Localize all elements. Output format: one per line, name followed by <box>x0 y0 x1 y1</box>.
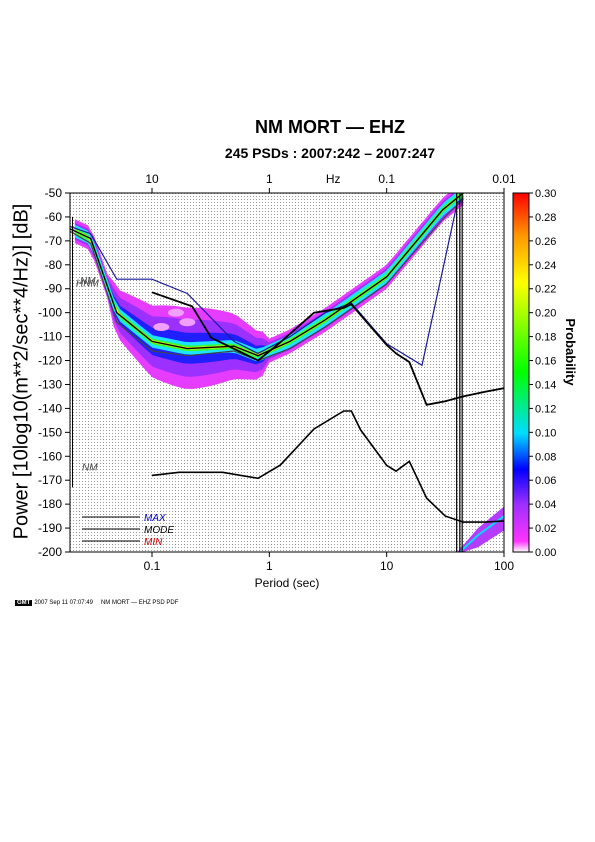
x2-axis-label: Hz <box>326 172 341 186</box>
y-tick-label: -50 <box>45 186 63 200</box>
y-tick-label: -100 <box>38 306 62 320</box>
y-tick-label: -180 <box>38 497 62 511</box>
colorbar-tick-label: 0.12 <box>535 403 556 415</box>
y-tick-label: -140 <box>38 401 62 415</box>
series-line-nhnm <box>151 291 504 406</box>
density-patch <box>153 323 170 332</box>
legend-label: MIN <box>144 537 163 548</box>
y-tick-label: -190 <box>38 521 62 535</box>
annotation-hnm: HNM <box>76 278 99 289</box>
footer-text: NM MORT — EHZ PSD PDF <box>100 600 179 606</box>
series-line-mode <box>70 193 464 357</box>
y-tick-label: -160 <box>38 449 62 463</box>
colorbar-label: Probability <box>563 318 578 386</box>
colorbar-tick-label: 0.22 <box>535 284 556 296</box>
y-tick-label: -120 <box>38 354 62 368</box>
gmt-logo: GMT <box>15 600 33 606</box>
colorbar-scale <box>512 192 530 553</box>
density-ridge-longperiod <box>459 515 504 552</box>
x-tick-label: 10 <box>380 559 394 573</box>
plot-frame <box>69 192 505 553</box>
density-band-peak <box>74 193 464 358</box>
colorbar-tick-label: 0.26 <box>535 236 556 248</box>
y-tick-label: -90 <box>45 282 63 296</box>
series-line-nlnm <box>151 410 504 523</box>
chart-title: NM MORT — EHZ <box>255 117 405 137</box>
density-band-longperiod <box>457 506 504 552</box>
x-tick-label: 100 <box>494 559 514 573</box>
legend-label: MAX <box>144 513 166 524</box>
x-tick-label: 1 <box>266 559 273 573</box>
y-tick-label: -80 <box>45 258 63 272</box>
y-tick-label: -70 <box>45 234 63 248</box>
series-line-max <box>70 197 464 367</box>
colorbar-tick-label: 0.10 <box>535 427 556 439</box>
annotation-nm-upper: NM <box>80 276 96 287</box>
density-patch <box>179 318 196 327</box>
y-tick-label: -60 <box>45 210 63 224</box>
colorbar-tick-label: 0.28 <box>535 212 556 224</box>
gmt-timestamp: GMT 2007 Sep 11 07:07:49 NM MORT — EHZ PSD… <box>15 600 178 606</box>
footer-date: 2007 Sep 11 07:07:49 <box>34 600 93 606</box>
colorbar-tick-label: 0.02 <box>535 523 556 535</box>
axes: -50 -60 -70 -80 -90 -100 -110 -120 -130 -140 -150 -… <box>38 172 516 590</box>
y-tick-label: -110 <box>39 330 62 344</box>
x-axis-label: Period (sec) <box>255 576 320 590</box>
x2-tick-label: 1 <box>266 172 273 186</box>
plot-area <box>70 193 504 552</box>
x2-tick-label: 0.1 <box>378 172 395 186</box>
colorbar: 0.00 0.02 0.04 0.06 0.08 0.10 0.12 0.14 0.16 0.18… <box>512 188 578 559</box>
colorbar-tick-label: 0.00 <box>535 547 556 559</box>
y-tick-label: -170 <box>38 473 62 487</box>
colorbar-tick-label: 0.30 <box>535 188 556 200</box>
x2-tick-label: 0.01 <box>492 172 516 186</box>
colorbar-tick-label: 0.24 <box>535 260 556 272</box>
colorbar-tick-label: 0.18 <box>535 332 556 344</box>
colorbar-tick-label: 0.20 <box>535 308 556 320</box>
colorbar-tick-label: 0.08 <box>535 451 556 463</box>
colorbar-tick-label: 0.06 <box>535 475 556 487</box>
annotation-nm: NM <box>82 463 98 474</box>
colorbar-tick-label: 0.14 <box>535 379 556 391</box>
x-tick-label: 0.1 <box>144 559 161 573</box>
y-tick-label: -150 <box>38 425 62 439</box>
legend-label: MODE <box>144 525 174 536</box>
y-tick-label: -130 <box>38 377 62 391</box>
y-tick-label: -200 <box>38 545 62 559</box>
x2-tick-label: 10 <box>145 172 159 186</box>
colorbar-tick-label: 0.04 <box>535 499 556 511</box>
colorbar-tick-label: 0.16 <box>535 356 556 368</box>
series-layer <box>70 193 504 552</box>
chart-subtitle: 245 PSDs : 2007:242 – 2007:247 <box>224 145 436 161</box>
density-patch <box>167 308 184 317</box>
